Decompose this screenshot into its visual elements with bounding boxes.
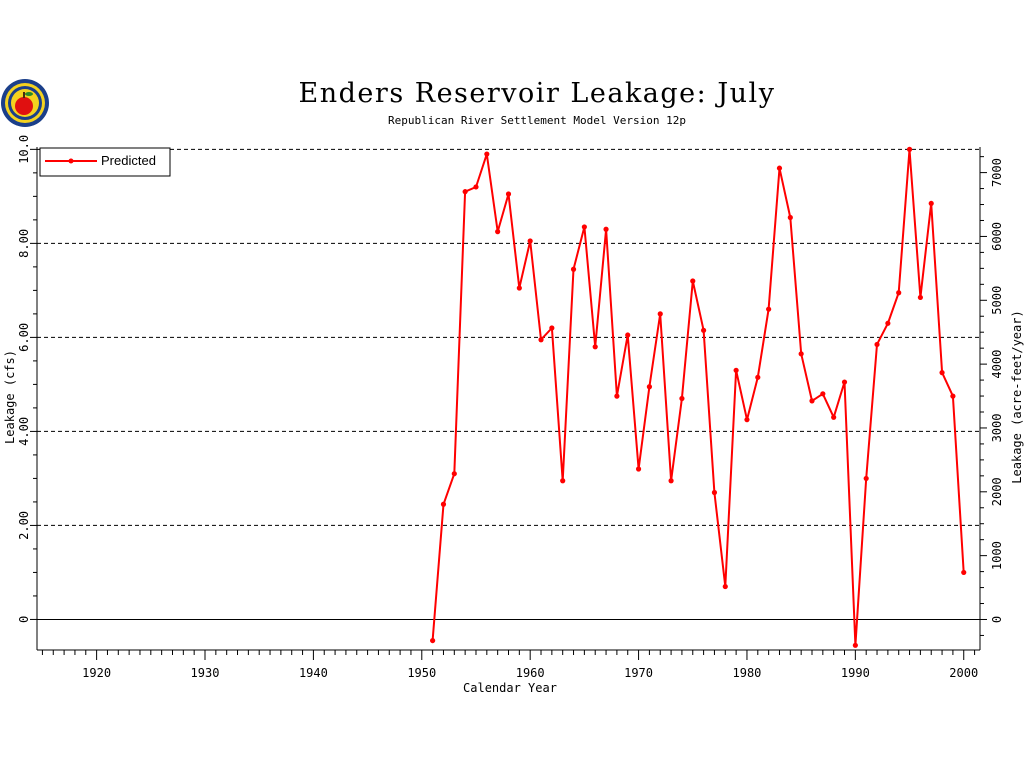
series-line bbox=[431, 148, 965, 647]
y2-tick-label: 1000 bbox=[990, 541, 1004, 570]
data-point bbox=[831, 414, 837, 420]
x-tick-label: 2000 bbox=[949, 666, 978, 680]
x-tick-label: 1920 bbox=[82, 666, 111, 680]
y2-axis-label: Leakage (acre-feet/year) bbox=[1010, 310, 1024, 483]
x-tick-label: 1960 bbox=[516, 666, 545, 680]
x-tick-label: 1950 bbox=[407, 666, 436, 680]
data-point bbox=[484, 151, 490, 157]
data-point bbox=[495, 229, 501, 235]
data-point bbox=[798, 351, 804, 357]
data-point bbox=[451, 471, 457, 477]
data-point bbox=[961, 569, 967, 576]
data-point bbox=[581, 224, 587, 230]
data-point bbox=[820, 391, 826, 397]
seal-logo bbox=[1, 79, 49, 127]
data-point bbox=[635, 466, 642, 472]
data-point bbox=[516, 285, 522, 291]
data-point bbox=[755, 374, 761, 380]
data-point bbox=[701, 327, 707, 333]
y-axis-label: Leakage (cfs) bbox=[3, 350, 17, 444]
data-point bbox=[863, 475, 869, 482]
data-point bbox=[776, 165, 783, 171]
x-tick-label: 1980 bbox=[733, 666, 762, 680]
y-tick-label: 10.0 bbox=[17, 135, 31, 164]
y-tick-label: 0 bbox=[17, 616, 31, 623]
y2-tick-label: 3000 bbox=[990, 414, 1004, 443]
data-point bbox=[711, 489, 718, 496]
data-point bbox=[527, 238, 533, 244]
data-point bbox=[787, 214, 793, 221]
data-point bbox=[917, 294, 923, 301]
data-point bbox=[560, 478, 566, 484]
y-tick-label: 2.00 bbox=[17, 511, 31, 540]
data-point bbox=[538, 337, 544, 343]
data-point bbox=[549, 325, 555, 331]
data-point bbox=[690, 278, 696, 284]
data-point bbox=[722, 583, 728, 590]
data-point bbox=[603, 226, 609, 232]
data-point bbox=[733, 367, 739, 373]
data-point bbox=[440, 501, 447, 507]
data-point bbox=[744, 417, 750, 423]
y-tick-label: 4.00 bbox=[17, 417, 31, 446]
y2-tick-label: 6000 bbox=[990, 222, 1004, 251]
y-axis-ticks: 0 2.00 4.00 6.00 8.00 10.0 bbox=[17, 135, 37, 623]
data-point bbox=[841, 379, 848, 385]
data-point bbox=[885, 320, 891, 326]
data-point bbox=[679, 395, 685, 402]
data-point bbox=[570, 266, 577, 272]
x-tick-label: 1940 bbox=[299, 666, 328, 680]
y-tick-label: 8.00 bbox=[17, 229, 31, 258]
x-axis-label: Calendar Year bbox=[463, 681, 557, 695]
y2-tick-label: 0 bbox=[990, 616, 1004, 623]
data-point bbox=[646, 384, 653, 390]
data-point bbox=[950, 393, 956, 399]
x-axis-ticks: 1920 1930 1940 1950 1960 1970 1980 1990 2000 bbox=[41, 650, 978, 680]
legend-label-predicted: Predicted bbox=[101, 153, 156, 168]
y2-tick-label: 2000 bbox=[990, 477, 1004, 506]
y2-tick-label: 4000 bbox=[990, 350, 1004, 379]
data-point bbox=[430, 637, 436, 644]
data-point bbox=[592, 344, 598, 350]
series-predicted bbox=[430, 146, 967, 648]
data-point bbox=[874, 341, 880, 348]
data-point bbox=[625, 332, 631, 338]
data-point bbox=[462, 189, 468, 195]
x-tick-label: 1990 bbox=[841, 666, 870, 680]
legend: Predicted bbox=[39, 147, 171, 177]
y2-tick-label: 5000 bbox=[990, 286, 1004, 315]
data-point bbox=[766, 306, 772, 312]
chart-title: Enders Reservoir Leakage: July bbox=[299, 78, 776, 109]
y2-axis-ticks: 0 1000 2000 3000 4000 5000 6000 7000 bbox=[980, 156, 1004, 636]
data-point bbox=[928, 200, 934, 207]
grid-lines bbox=[37, 148, 980, 620]
data-point bbox=[505, 191, 512, 197]
data-point bbox=[852, 642, 858, 648]
data-point bbox=[906, 146, 913, 152]
data-point bbox=[939, 370, 945, 376]
data-point bbox=[896, 290, 902, 296]
data-point bbox=[668, 478, 674, 484]
x-tick-label: 1930 bbox=[191, 666, 220, 680]
y2-tick-label: 7000 bbox=[990, 158, 1004, 187]
data-point bbox=[614, 393, 620, 399]
y-tick-label: 6.00 bbox=[17, 323, 31, 352]
data-point bbox=[809, 398, 815, 404]
x-tick-label: 1970 bbox=[624, 666, 653, 680]
data-point bbox=[473, 184, 479, 190]
legend-marker bbox=[68, 158, 74, 164]
data-point bbox=[657, 311, 663, 317]
chart-subtitle: Republican River Settlement Model Versio… bbox=[388, 114, 686, 127]
